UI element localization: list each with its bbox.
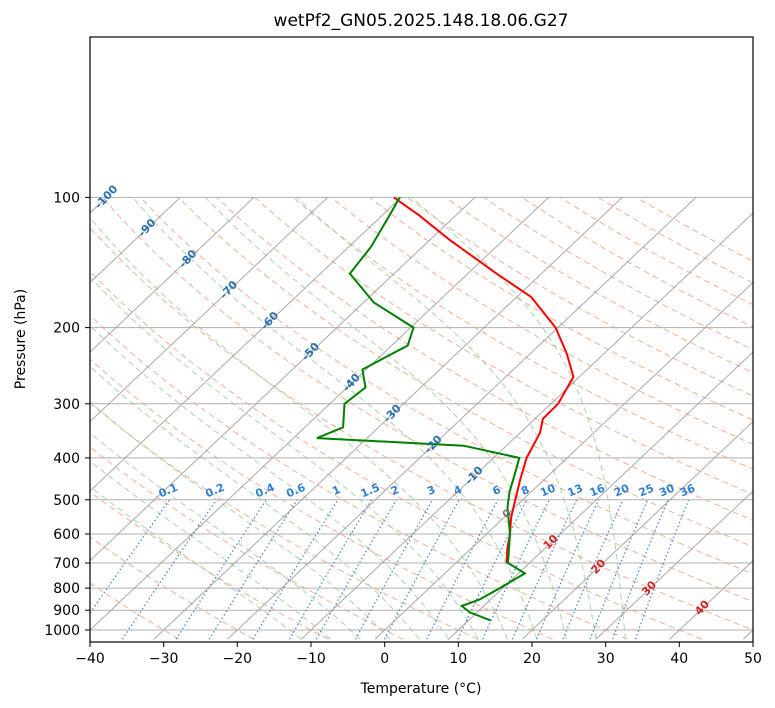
y-tick-label: 100 (53, 190, 80, 206)
x-tick-label: 30 (597, 651, 615, 667)
x-tick-label: 10 (449, 651, 467, 667)
x-tick-label: −40 (75, 651, 105, 667)
x-tick-label: 0 (380, 651, 389, 667)
x-tick-label: 20 (523, 651, 541, 667)
y-tick-label: 600 (53, 527, 80, 543)
y-tick-label: 1000 (44, 623, 80, 639)
x-tick-label: 40 (670, 651, 688, 667)
x-tick-label: −10 (296, 651, 326, 667)
x-tick-label: 50 (744, 651, 762, 667)
y-tick-label: 200 (53, 321, 80, 337)
y-tick-label: 700 (53, 556, 80, 572)
y-tick-label: 500 (53, 493, 80, 509)
y-tick-label: 800 (53, 581, 80, 597)
y-tick-label: 400 (53, 451, 80, 467)
x-tick-label: −30 (149, 651, 179, 667)
y-tick-label: 300 (53, 397, 80, 413)
chart-title: wetPf2_GN05.2025.148.18.06.G27 (274, 11, 569, 31)
x-tick-label: −20 (223, 651, 253, 667)
y-tick-label: 900 (53, 603, 80, 619)
y-axis-label: Pressure (hPa) (13, 289, 29, 389)
x-axis-label: Temperature (°C) (360, 681, 482, 697)
